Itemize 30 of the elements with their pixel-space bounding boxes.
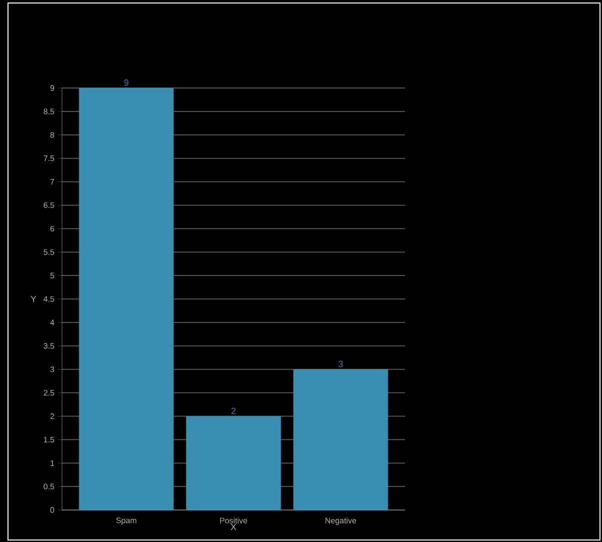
y-tick-label: 1 [50, 460, 54, 466]
data-label: 9 [124, 79, 128, 86]
y-tick-label: 4.5 [44, 296, 54, 302]
y-tick-label: 2.5 [44, 390, 54, 396]
x-tick-label: Negative [326, 518, 356, 525]
y-tick-label: 6.5 [44, 202, 54, 208]
x-axis-title: X [230, 524, 236, 530]
x-tick-label: Positive [220, 518, 248, 524]
y-tick-label: 6 [50, 226, 54, 232]
y-tick-label: 9 [50, 85, 54, 91]
y-tick-label: 5 [50, 272, 54, 278]
y-tick-label: 0.5 [44, 484, 54, 490]
y-tick-label: 8.5 [44, 108, 54, 114]
bar [293, 369, 388, 510]
y-tick-label: 3 [50, 366, 54, 372]
y-tick-label: 4 [50, 320, 54, 326]
y-tick-label: 7 [50, 179, 54, 185]
y-tick-label: 8 [50, 132, 54, 138]
x-tick-label: Spam [116, 518, 136, 525]
bar [78, 88, 174, 510]
y-tick-label: 1.5 [44, 436, 54, 442]
y-tick-label: 0 [50, 507, 54, 513]
y-tick-label: 2 [50, 413, 54, 420]
data-label: 2 [231, 408, 236, 414]
bar [186, 416, 281, 510]
data-label: 3 [338, 360, 343, 368]
y-tick-label: 3.5 [44, 343, 54, 349]
y-axis-title: Y [30, 296, 36, 302]
y-tick-label: 5.5 [44, 249, 54, 255]
y-tick-label: 7.5 [44, 156, 54, 162]
